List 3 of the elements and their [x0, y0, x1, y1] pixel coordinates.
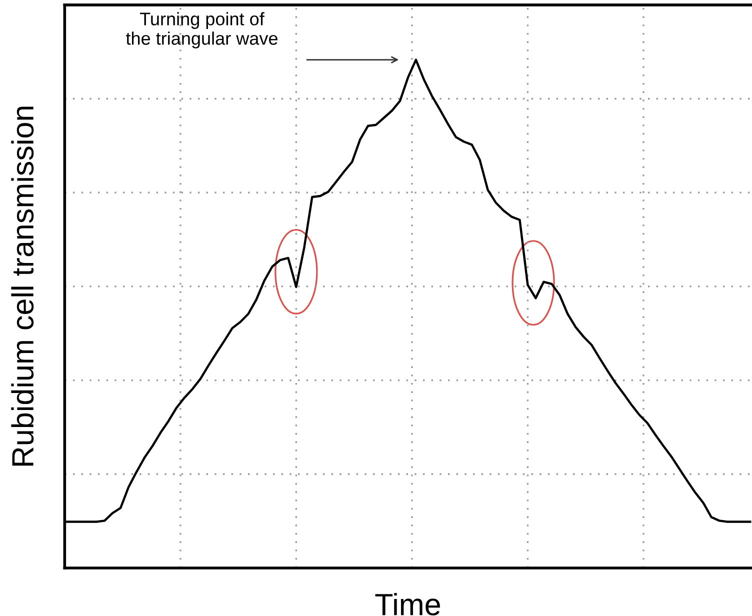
y-axis-title: Rubidium cell transmission [11, 106, 34, 466]
x-axis-title: Time [375, 592, 440, 616]
text: Turning point of the triangular wave [126, 12, 278, 48]
